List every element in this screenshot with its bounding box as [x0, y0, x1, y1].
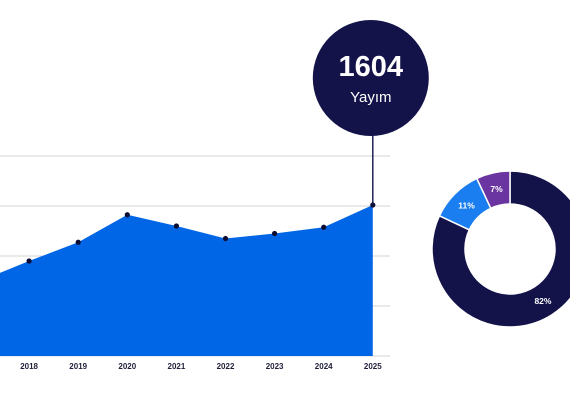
x-tick-label-2020: 2020 — [118, 362, 136, 371]
donut-slice-label-0: 82% — [534, 296, 551, 306]
x-tick-label-2022: 2022 — [217, 362, 235, 371]
callout-label: Yayım — [350, 89, 391, 106]
x-axis-tick-labels: 2018 2019 2020 2021 2022 2023 2024 2025 — [20, 362, 382, 371]
x-tick-label-2021: 2021 — [168, 362, 186, 371]
x-tick-label-2025: 2025 — [364, 362, 382, 371]
data-point-2023 — [272, 230, 278, 237]
donut-slice-label-2: 7% — [490, 184, 503, 194]
area-series — [0, 205, 373, 356]
area-chart — [0, 205, 373, 356]
data-point-2018 — [26, 258, 32, 264]
donut-slice-0 — [431, 170, 570, 328]
x-tick-label-2019: 2019 — [69, 362, 87, 371]
callout-bubble — [312, 20, 429, 136]
x-tick-label-2023: 2023 — [266, 362, 284, 371]
area-chart-markers — [26, 202, 376, 264]
value-callout: 1604 Yayım — [312, 20, 429, 205]
data-point-2024 — [321, 224, 327, 230]
x-tick-label-2018: 2018 — [20, 362, 38, 371]
data-point-2021 — [173, 223, 179, 229]
data-point-2020 — [124, 212, 130, 218]
donut-slice-2 — [475, 170, 511, 210]
donut-slice-label-1: 11% — [458, 201, 475, 211]
data-point-2022 — [222, 235, 229, 242]
x-tick-label-2024: 2024 — [315, 362, 333, 371]
data-point-2019 — [75, 239, 81, 245]
callout-value: 1604 — [339, 51, 404, 83]
donut-chart: 82% 11% 7% — [431, 170, 570, 328]
